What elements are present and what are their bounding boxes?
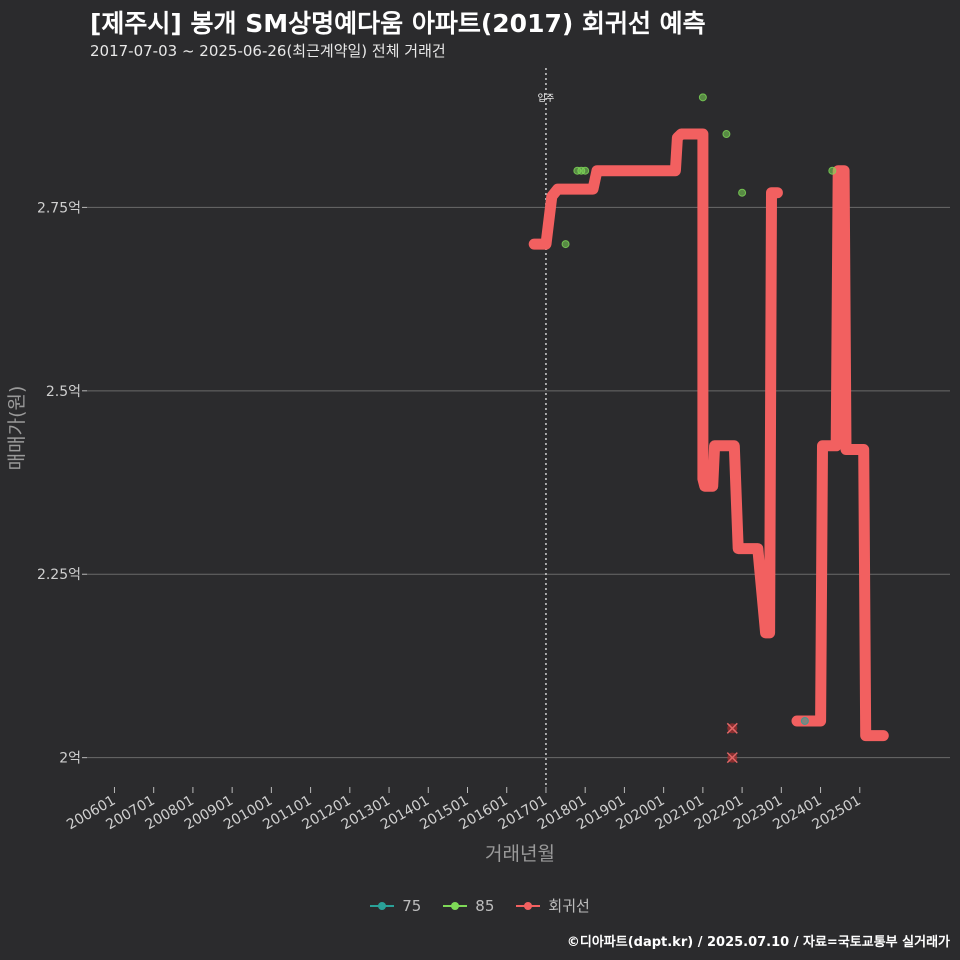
point-85 <box>828 166 837 175</box>
y-tick-label: 2.75억 <box>37 200 81 216</box>
point-85 <box>698 93 707 102</box>
point-85 <box>581 166 590 175</box>
legend-label-75: 75 <box>402 896 422 915</box>
legend-item-75: 75 <box>370 895 421 916</box>
legend-key-75 <box>370 896 395 916</box>
legend-key-85 <box>443 896 468 916</box>
legend-item-regression: 회귀선 <box>516 895 590 916</box>
chart-subtitle: 2017-07-03 ~ 2025-06-26(최근계약일) 전체 거래건 <box>90 42 446 60</box>
outlier-cross <box>726 752 738 764</box>
source-footer: ©디아파트(dapt.kr) / 2025.07.10 / 자료=국토교통부 실… <box>566 935 950 950</box>
y-axis: 2억 2.25억 2.5억 2.75억 <box>37 200 87 767</box>
regression-line <box>528 128 889 742</box>
regression-segment <box>528 128 783 639</box>
x-axis-label: 거래년월 <box>485 843 555 865</box>
x-axis: 2006012007012008012009012010012011012012… <box>64 787 864 833</box>
point-75 <box>800 716 809 725</box>
y-tick-label: 2.25억 <box>37 567 81 583</box>
point-85 <box>722 130 731 139</box>
legend-item-85: 85 <box>443 895 494 916</box>
outlier-cross <box>726 722 738 734</box>
move-in-label: 입주 <box>538 92 555 104</box>
y-axis-label: 매매가(원) <box>6 386 28 471</box>
legend-label-regression: 회귀선 <box>548 897 590 915</box>
point-85 <box>561 240 570 249</box>
point-85 <box>738 188 747 197</box>
y-tick-label: 2.5억 <box>46 384 81 400</box>
move-in-line: 입주 <box>538 68 555 787</box>
legend-key-regression <box>516 896 541 916</box>
legend-label-85: 85 <box>475 896 495 915</box>
y-tick-label: 2억 <box>59 751 81 767</box>
data-points <box>561 93 837 764</box>
chart-title: [제주시] 봉개 SM상명예다움 아파트(2017) 회귀선 예측 <box>90 9 706 38</box>
regression-segment <box>791 165 889 742</box>
chart-legend: 75 85 회귀선 <box>0 895 960 916</box>
gridlines <box>87 206 950 759</box>
